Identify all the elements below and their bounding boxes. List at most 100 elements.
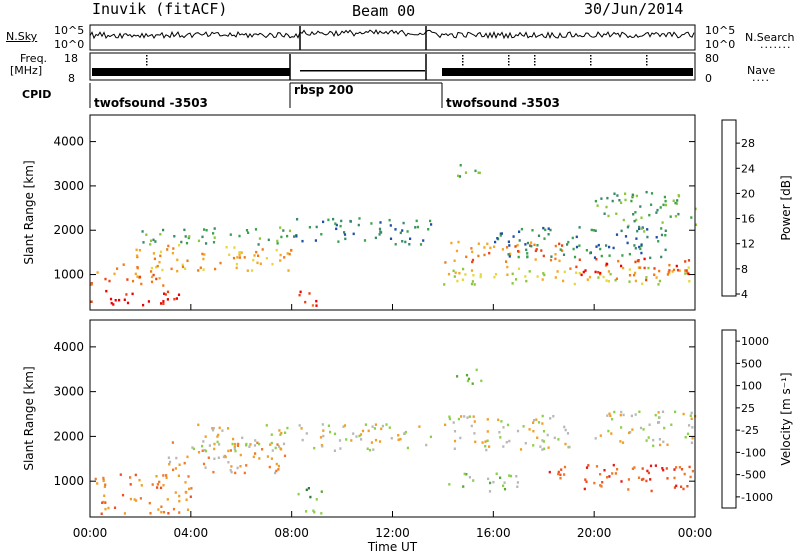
range-cell — [606, 263, 609, 266]
range-cell — [297, 492, 300, 496]
range-cell — [462, 485, 465, 488]
range-cell — [607, 429, 610, 433]
range-cell — [532, 429, 535, 433]
range-cell — [283, 256, 286, 259]
range-cell — [141, 230, 144, 233]
range-cell — [178, 244, 181, 247]
range-cell — [172, 507, 176, 511]
date-title: 30/Jun/2014 — [584, 0, 684, 18]
range-cell — [566, 432, 570, 435]
range-cell — [212, 232, 215, 235]
range-cell — [218, 426, 221, 430]
range-cell — [629, 431, 632, 434]
range-cell — [174, 491, 177, 494]
range-cell — [616, 468, 619, 471]
range-cell — [298, 293, 301, 297]
range-cell — [301, 239, 304, 243]
range-cell — [645, 278, 648, 282]
range-cell — [378, 440, 382, 443]
range-cell — [631, 428, 634, 431]
x-tick-label: 16:00 — [476, 526, 511, 540]
range-cell — [622, 218, 625, 222]
range-cell — [475, 368, 478, 372]
range-cell — [134, 473, 137, 477]
range-cell — [516, 244, 519, 247]
range-cell — [684, 272, 687, 275]
range-cell — [172, 247, 175, 250]
range-cell — [600, 197, 603, 200]
range-cell — [204, 466, 207, 469]
range-cell — [234, 449, 237, 453]
range-cell — [197, 451, 201, 454]
range-cell — [266, 455, 269, 458]
range-cell — [492, 480, 495, 484]
range-cell — [167, 244, 170, 248]
range-cell — [259, 262, 262, 265]
range-cell — [502, 484, 505, 487]
range-cell — [135, 499, 138, 502]
range-cell — [518, 239, 521, 242]
range-cell — [164, 293, 167, 296]
range-cell — [205, 229, 208, 232]
nave-dot — [508, 58, 510, 60]
range-cell — [685, 269, 688, 272]
range-cell — [567, 240, 570, 244]
range-cell — [278, 429, 281, 432]
range-cell — [550, 255, 553, 258]
range-cell — [585, 480, 588, 483]
range-cell — [638, 410, 641, 413]
range-cell — [534, 258, 537, 261]
range-cell — [150, 266, 153, 270]
range-cell — [321, 445, 324, 448]
nsearch-tick-bottom: 10^0 — [705, 38, 736, 51]
range-cell — [473, 432, 476, 435]
range-cell — [229, 233, 232, 236]
range-cell — [213, 227, 216, 230]
range-cell — [517, 255, 520, 259]
range-cell — [178, 494, 181, 498]
range-cell — [674, 201, 677, 205]
range-cell — [543, 447, 546, 451]
range-cell — [542, 254, 545, 258]
range-cell — [280, 448, 283, 451]
range-cell — [290, 248, 293, 252]
range-cell — [367, 429, 370, 433]
range-cell — [312, 509, 315, 512]
x-tick-label: 04:00 — [174, 526, 209, 540]
range-cell — [201, 449, 204, 452]
range-cell — [657, 411, 660, 414]
range-cell — [502, 445, 505, 448]
range-cell — [561, 249, 564, 252]
range-cell — [177, 474, 180, 477]
range-cell — [282, 442, 286, 446]
range-cell — [619, 413, 622, 417]
range-cell — [131, 279, 135, 283]
range-cell — [542, 226, 545, 230]
range-cell — [506, 273, 509, 276]
range-cell — [456, 279, 459, 283]
range-cell — [621, 254, 624, 257]
range-cell — [562, 253, 566, 256]
range-cell — [464, 171, 468, 174]
nave-dot — [646, 55, 648, 57]
range-cell — [374, 236, 377, 240]
range-cell — [627, 488, 630, 491]
range-cell — [657, 283, 660, 286]
range-cell — [251, 269, 254, 272]
range-cell — [425, 443, 428, 447]
nsky-trace — [89, 29, 695, 40]
colorbar-tick-label: 28 — [741, 137, 755, 150]
range-cell — [219, 261, 222, 265]
range-cell — [282, 229, 285, 232]
range-cell — [465, 473, 468, 476]
range-cell — [689, 414, 692, 417]
colorbar-tick-label: -1000 — [741, 491, 773, 504]
colorbar-tick-label: 12 — [741, 238, 755, 251]
range-cell — [239, 465, 242, 468]
plot-background — [90, 115, 695, 310]
range-cell — [606, 196, 609, 200]
range-cell — [631, 467, 634, 470]
range-cell — [544, 228, 547, 232]
range-cell — [528, 428, 531, 431]
